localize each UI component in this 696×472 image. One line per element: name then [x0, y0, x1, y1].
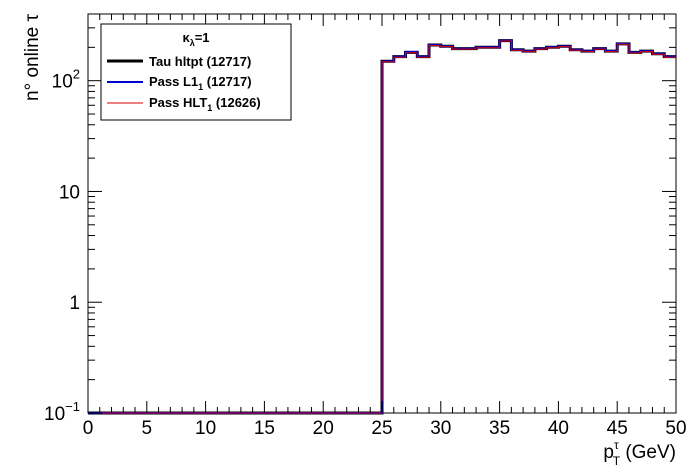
legend-label-tau-hltpt-main: Tau hltpt — [149, 54, 204, 69]
legend-header: κλ=1 — [182, 30, 209, 48]
x-tick-label: 15 — [254, 418, 275, 439]
x-axis-title: pτ T (GeV) — [603, 438, 676, 468]
series-layer — [88, 39, 676, 415]
legend-box — [100, 23, 292, 121]
axis-layer: 0 5 10 15 20 25 30 35 40 45 50 10−1 1 10 102 — [44, 13, 687, 439]
legend-label-pass-l1-sub: 1 — [198, 82, 203, 92]
x-tick-label: 10 — [195, 418, 216, 439]
x-axis-title-sub: T — [613, 454, 621, 468]
x-tick-label: 30 — [430, 418, 451, 439]
x-tick-label: 25 — [371, 418, 392, 439]
legend-label-pass-hlt-sub: 1 — [207, 103, 212, 113]
y-tick-label: 10−1 — [44, 399, 80, 425]
y-tick-label: 10 — [59, 182, 80, 203]
x-tick-label: 40 — [548, 418, 569, 439]
y-tick-label: 1 — [69, 293, 80, 314]
legend-header-sub: λ — [190, 38, 195, 48]
x-tick-label: 0 — [83, 418, 94, 439]
x-tick-label: 20 — [313, 418, 334, 439]
x-axis-title-unit: (GeV) — [620, 442, 676, 463]
x-axis-title-main: p — [603, 442, 614, 463]
series-line-pass-hlt — [88, 40, 676, 414]
x-axis-title-sup: τ — [614, 438, 619, 452]
y-axis-title: n° online τ — [22, 14, 43, 101]
x-tick-label: 45 — [607, 418, 628, 439]
legend: κλ=1 Tau hltpt (12717) Pass L11 (12717) … — [100, 23, 292, 121]
legend-label-pass-l1: Pass L11 (12717) — [149, 74, 252, 92]
legend-label-pass-hlt: Pass HLT1 (12626) — [149, 95, 261, 113]
legend-header-rest: =1 — [195, 30, 210, 45]
legend-label-pass-l1-rest: (12717) — [203, 74, 251, 89]
legend-label-pass-l1-main: Pass L1 — [149, 74, 198, 89]
y-tick-label: 102 — [52, 67, 80, 93]
legend-label-tau-hltpt: Tau hltpt (12717) — [149, 54, 251, 69]
x-tick-label: 5 — [142, 418, 153, 439]
x-tick-label: 35 — [489, 418, 510, 439]
x-tick-label: 50 — [665, 418, 686, 439]
legend-label-pass-hlt-rest: (12626) — [212, 95, 260, 110]
legend-header-main: κ — [182, 30, 190, 45]
legend-label-pass-hlt-main: Pass HLT — [149, 95, 207, 110]
legend-label-tau-hltpt-rest: (12717) — [203, 54, 251, 69]
